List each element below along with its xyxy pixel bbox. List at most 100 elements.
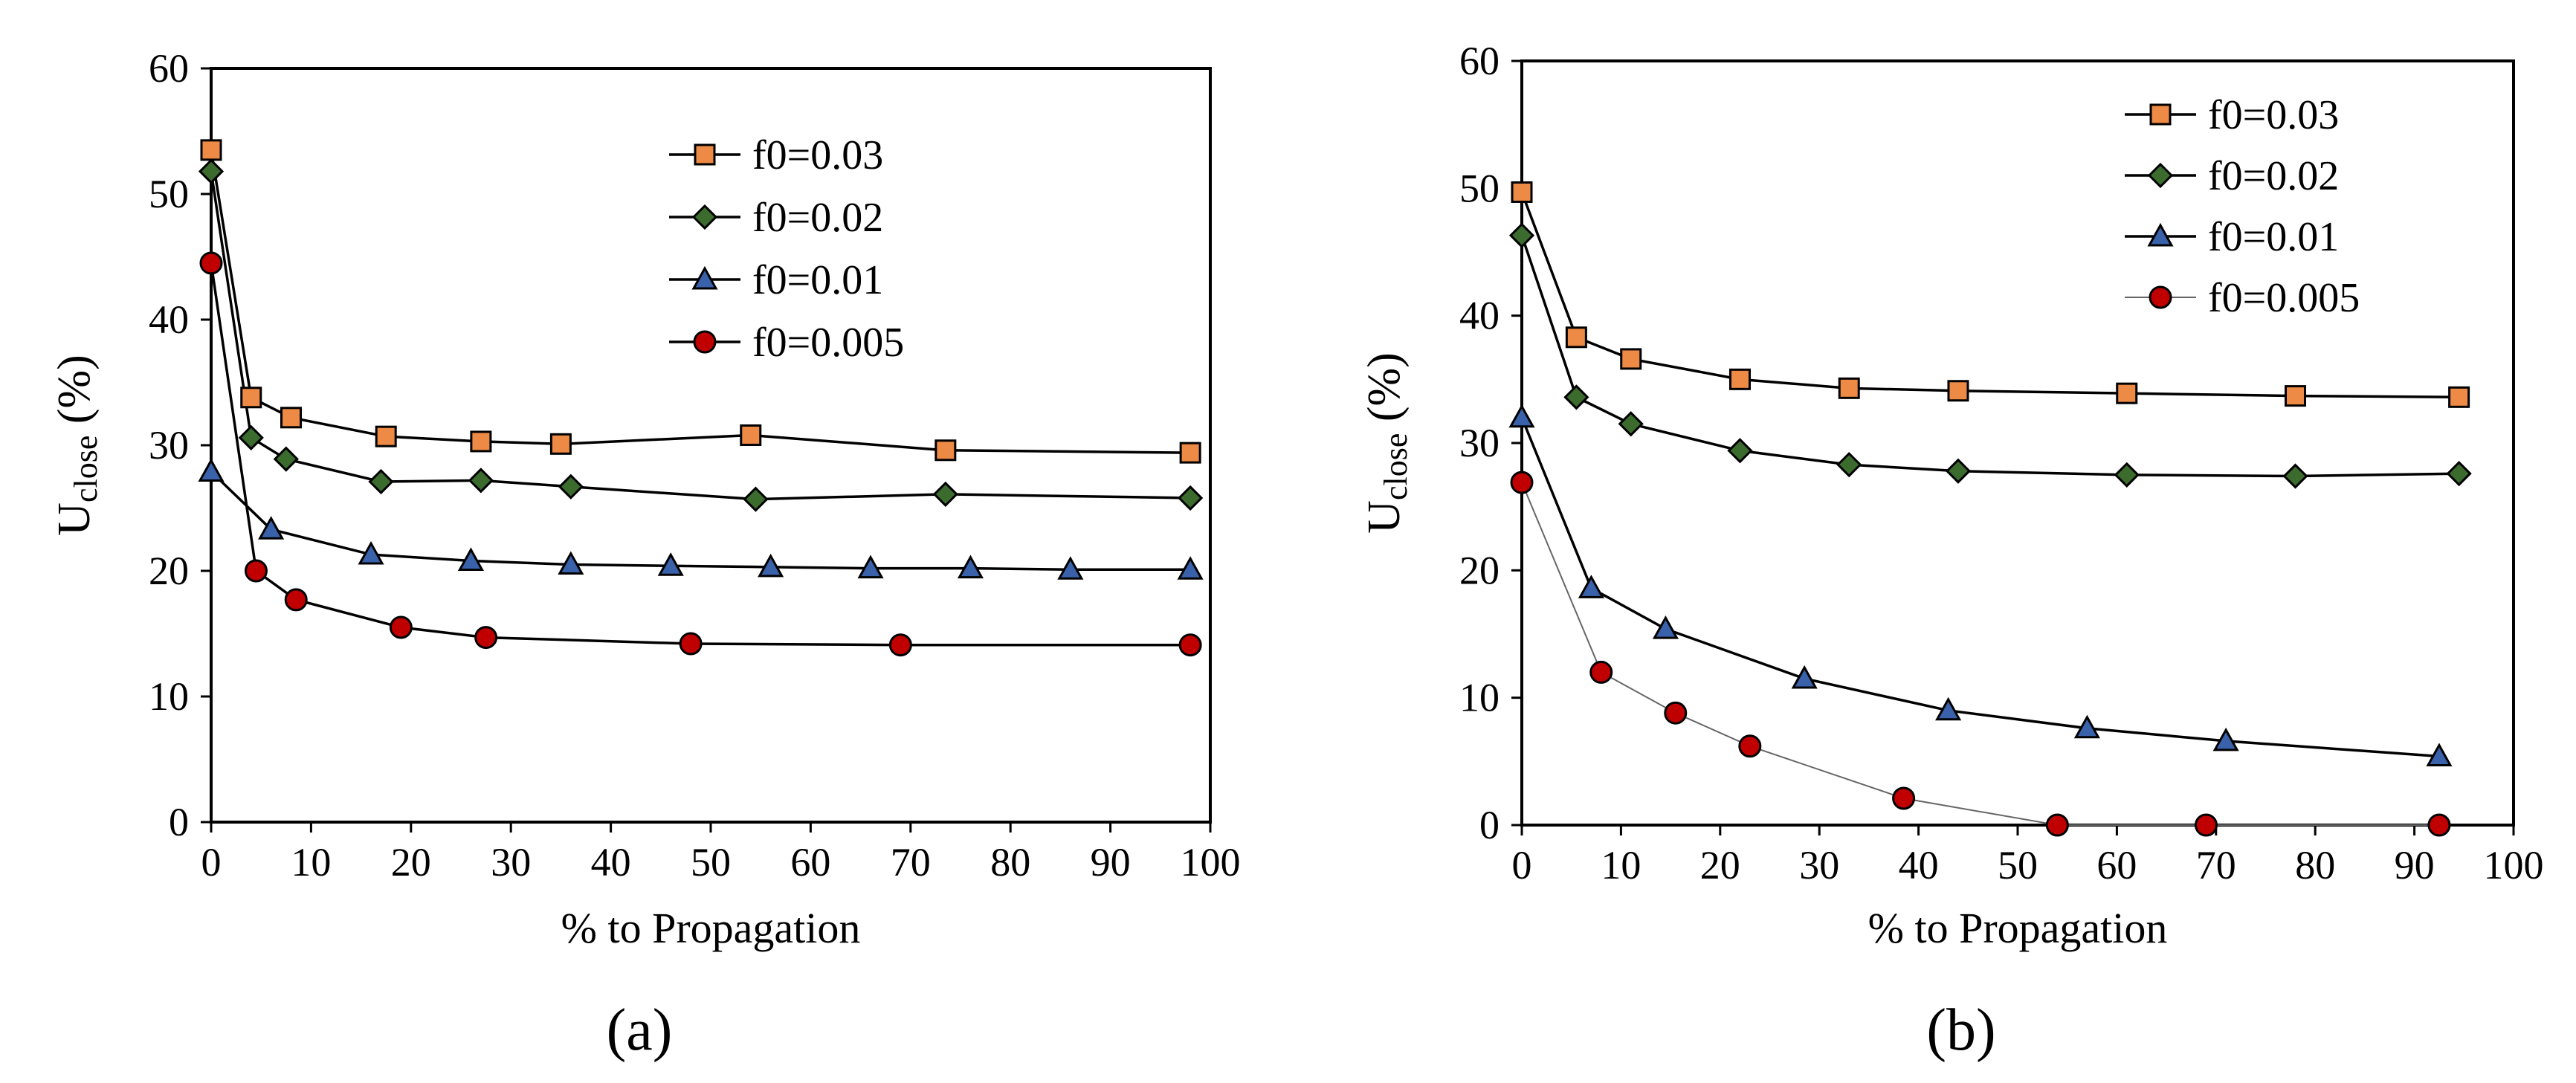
data-point-f0=0.03 bbox=[2448, 386, 2470, 408]
data-point-f0=0.03 bbox=[934, 439, 957, 462]
data-point-f0=0.01 bbox=[758, 553, 784, 578]
data-point-f0=0.005 bbox=[474, 626, 498, 650]
legend-marker bbox=[2149, 285, 2172, 309]
series-line-f0=0.01 bbox=[1520, 417, 2440, 758]
data-point-f0=0.03 bbox=[375, 425, 397, 447]
y-tick-label: 40 bbox=[149, 297, 189, 342]
x-tick-label: 0 bbox=[1512, 843, 1532, 888]
panel-label: (b) bbox=[1926, 998, 1995, 1063]
series-line-f0=0.01 bbox=[210, 471, 1191, 572]
data-point-f0=0.005 bbox=[244, 559, 268, 583]
y-tick-label: 60 bbox=[149, 46, 189, 91]
data-point-f0=0.03 bbox=[1838, 377, 1860, 399]
y-tick-label: 10 bbox=[1459, 676, 1500, 720]
data-point-f0=0.03 bbox=[1565, 326, 1587, 349]
legend-label: f0=0.02 bbox=[2208, 153, 2339, 199]
legend-marker bbox=[2149, 103, 2172, 126]
data-point-f0=0.01 bbox=[258, 516, 285, 540]
data-point-f0=0.02 bbox=[2282, 463, 2308, 489]
data-point-f0=0.005 bbox=[284, 588, 308, 612]
data-point-f0=0.005 bbox=[1664, 701, 1688, 725]
chart-panel-b: 0 10 20 30 40 50 60 70 80 90 100 0 10 20 30 40 50 60 f0=0… bbox=[1359, 39, 2544, 1063]
data-point-f0=0.03 bbox=[1179, 442, 1201, 464]
x-tick-label: 90 bbox=[1091, 840, 1131, 885]
data-point-f0=0.03 bbox=[2116, 382, 2138, 404]
data-point-f0=0.02 bbox=[932, 481, 958, 508]
legend-label: f0=0.01 bbox=[2208, 214, 2339, 260]
x-tick-label: 70 bbox=[2196, 843, 2236, 888]
legend-label: f0=0.03 bbox=[2208, 92, 2339, 138]
y-tick-label: 40 bbox=[1459, 294, 1500, 338]
data-point-f0=0.005 bbox=[1589, 660, 1613, 684]
data-point-f0=0.02 bbox=[1508, 222, 1535, 248]
data-point-f0=0.02 bbox=[1727, 438, 1753, 464]
legend-label: f0=0.005 bbox=[2208, 275, 2360, 321]
y-tick-label: 20 bbox=[1459, 548, 1500, 592]
data-point-f0=0.005 bbox=[389, 615, 413, 639]
data-point-f0=0.005 bbox=[2045, 813, 2069, 837]
data-point-f0=0.02 bbox=[1945, 458, 1972, 484]
y-tick-label: 30 bbox=[1459, 421, 1500, 465]
legend-marker bbox=[693, 330, 717, 354]
y-axis-label: Uclose (%) bbox=[49, 355, 104, 536]
y-tick-label: 50 bbox=[1459, 166, 1500, 210]
data-point-f0=0.03 bbox=[1728, 368, 1751, 390]
data-point-f0=0.005 bbox=[1892, 786, 1916, 810]
data-point-f0=0.005 bbox=[1178, 633, 1202, 657]
data-point-f0=0.005 bbox=[1510, 471, 1534, 494]
x-tick-label: 0 bbox=[201, 840, 222, 885]
x-tick-label: 30 bbox=[1799, 843, 1839, 888]
data-point-f0=0.005 bbox=[1738, 734, 1762, 758]
data-point-f0=0.01 bbox=[2073, 714, 2100, 739]
data-point-f0=0.005 bbox=[2427, 813, 2451, 837]
data-point-f0=0.03 bbox=[740, 424, 762, 446]
data-point-f0=0.03 bbox=[240, 387, 262, 409]
data-point-f0=0.01 bbox=[198, 458, 225, 482]
x-tick-label: 80 bbox=[990, 840, 1030, 885]
x-tick-label: 100 bbox=[2484, 843, 2544, 888]
data-point-f0=0.02 bbox=[238, 424, 264, 450]
legend-marker bbox=[694, 143, 716, 166]
legend-label: f0=0.005 bbox=[752, 320, 904, 366]
data-point-f0=0.03 bbox=[470, 430, 492, 453]
x-tick-label: 10 bbox=[291, 840, 331, 885]
series-line-f0=0.03 bbox=[210, 149, 1191, 454]
data-point-f0=0.03 bbox=[280, 407, 303, 429]
data-point-f0=0.02 bbox=[558, 473, 584, 500]
legend-label: f0=0.03 bbox=[752, 132, 883, 178]
x-axis-label: % to Propagation bbox=[1868, 904, 2168, 952]
x-tick-label: 80 bbox=[2295, 843, 2335, 888]
data-point-f0=0.02 bbox=[198, 158, 225, 184]
x-tick-label: 30 bbox=[491, 840, 531, 885]
data-point-f0=0.01 bbox=[358, 540, 384, 565]
legend-label: f0=0.02 bbox=[752, 195, 883, 241]
data-point-f0=0.03 bbox=[1947, 380, 1969, 402]
x-tick-label: 20 bbox=[391, 840, 431, 885]
x-tick-label: 90 bbox=[2395, 843, 2435, 888]
data-point-f0=0.03 bbox=[549, 433, 572, 455]
data-point-f0=0.01 bbox=[1652, 615, 1679, 639]
data-point-f0=0.01 bbox=[1508, 404, 1535, 428]
x-tick-label: 60 bbox=[2096, 843, 2137, 888]
x-tick-label: 50 bbox=[691, 840, 731, 885]
data-point-f0=0.01 bbox=[1578, 575, 1604, 598]
data-point-f0=0.01 bbox=[657, 552, 684, 576]
data-point-f0=0.01 bbox=[1057, 556, 1084, 580]
y-tick-label: 30 bbox=[149, 423, 189, 468]
data-point-f0=0.03 bbox=[200, 139, 222, 161]
data-point-f0=0.02 bbox=[1618, 411, 1644, 437]
data-point-f0=0.01 bbox=[1791, 665, 1818, 689]
y-tick-label: 20 bbox=[149, 549, 189, 593]
plot-frame bbox=[210, 67, 1212, 824]
data-point-f0=0.005 bbox=[888, 633, 912, 657]
data-point-f0=0.01 bbox=[558, 551, 584, 575]
y-axis-label: Uclose (%) bbox=[1359, 352, 1414, 534]
x-tick-label: 50 bbox=[1998, 843, 2038, 888]
y-tick-label: 0 bbox=[169, 800, 189, 844]
series-line-f0=0.02 bbox=[1520, 235, 2459, 478]
data-point-f0=0.02 bbox=[273, 446, 299, 472]
data-point-f0=0.02 bbox=[743, 486, 769, 512]
data-point-f0=0.03 bbox=[1511, 181, 1533, 203]
data-point-f0=0.02 bbox=[368, 468, 394, 495]
